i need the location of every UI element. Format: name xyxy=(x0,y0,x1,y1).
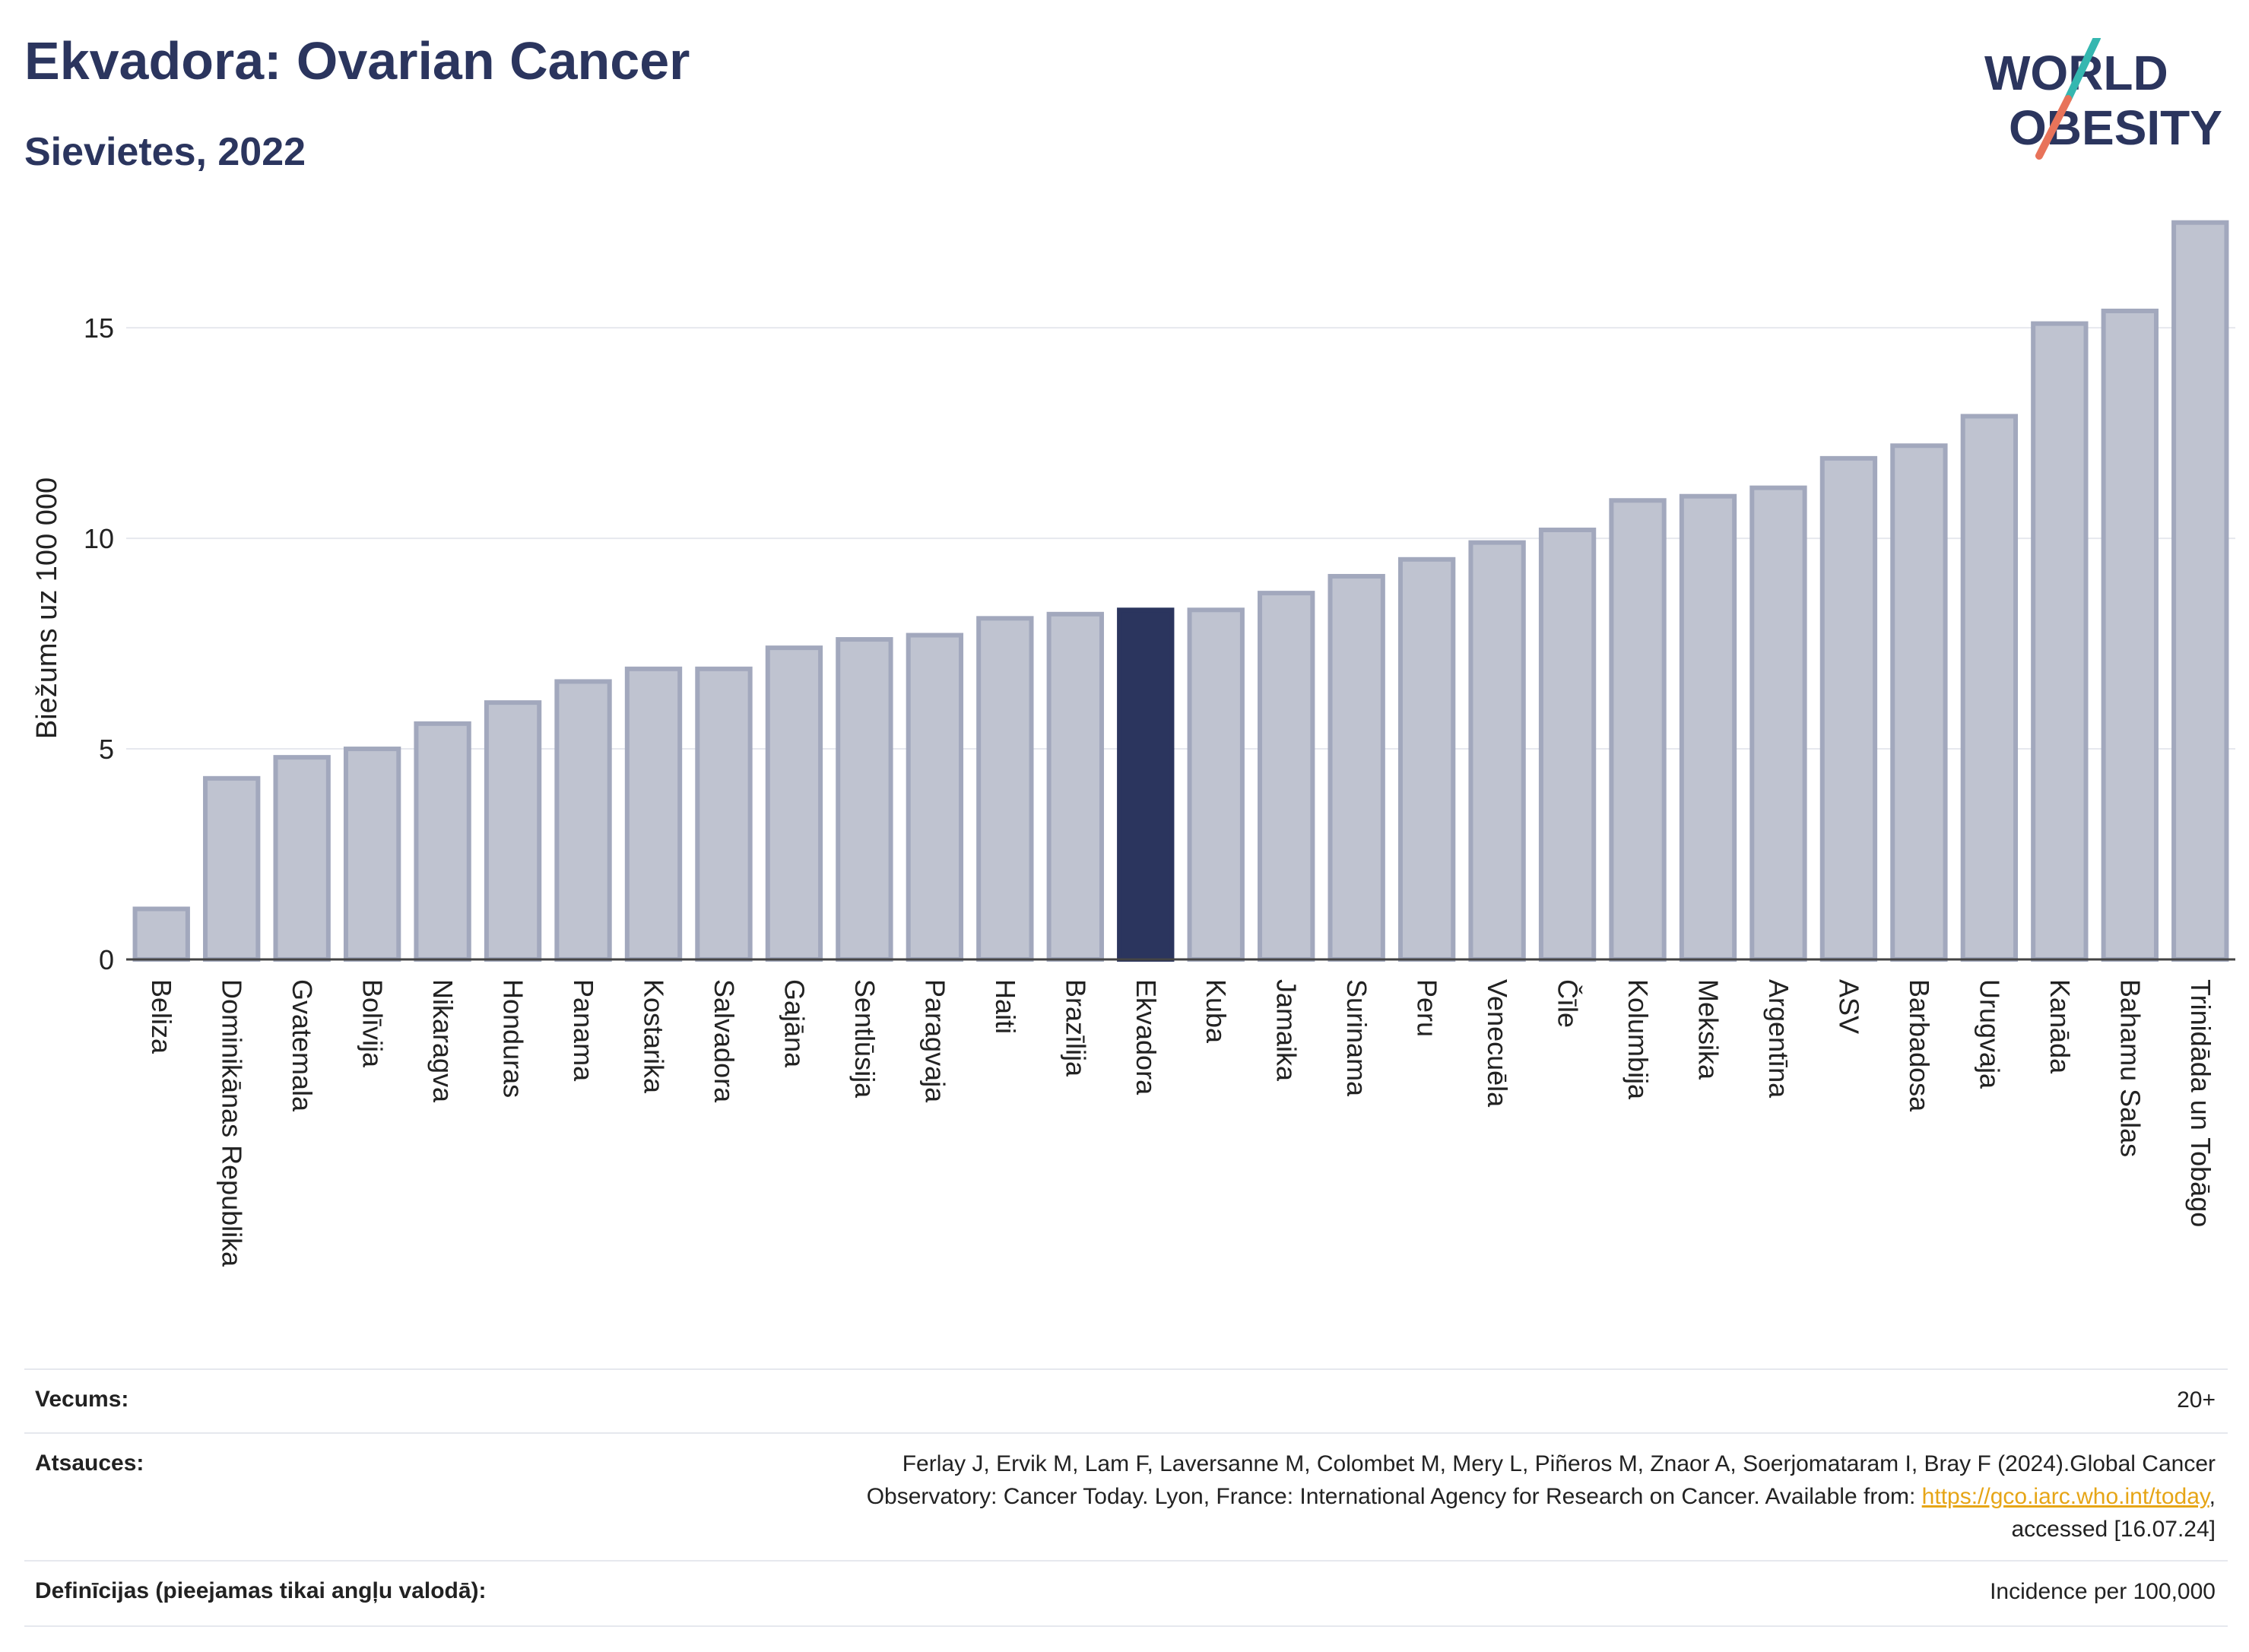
x-tick-label: Argentīna xyxy=(1763,979,1794,1099)
logo-slash-bottom xyxy=(2035,95,2072,160)
bar xyxy=(765,645,823,962)
bar xyxy=(343,747,401,962)
x-tick-label: Jamaika xyxy=(1271,979,1302,1082)
y-tick-label: 15 xyxy=(84,312,114,344)
bar xyxy=(1328,573,1385,962)
bar xyxy=(1819,455,1878,962)
bar xyxy=(1117,607,1175,962)
world-obesity-logo: WORLD OBESITY xyxy=(1984,38,2222,160)
x-tick-label: Paragvaja xyxy=(919,979,950,1103)
x-tick-label: Brazīlija xyxy=(1060,979,1091,1077)
x-tick-label: Dominikānas Republika xyxy=(217,979,248,1267)
definitions-label: Definīcijas (pieejamas tikai angļu valod… xyxy=(35,1578,487,1603)
y-tick-label: 0 xyxy=(99,944,114,975)
definitions-value: Incidence per 100,000 xyxy=(1990,1579,2216,1604)
bar xyxy=(1397,556,1456,962)
references-link[interactable]: https://gco.iarc.who.int/today xyxy=(1921,1484,2209,1509)
x-tick-label: Peru xyxy=(1412,979,1443,1037)
bar xyxy=(484,700,542,962)
x-tick-label: Kuba xyxy=(1201,979,1232,1044)
x-tick-label: Gvatemala xyxy=(287,979,318,1112)
x-tick-label: Honduras xyxy=(498,979,529,1098)
bar xyxy=(1538,528,1597,962)
bar xyxy=(414,721,471,962)
bar xyxy=(132,906,190,962)
references-line-2-suffix: , xyxy=(2209,1484,2216,1509)
bar xyxy=(2031,321,2089,962)
bar xyxy=(203,775,261,962)
bar xyxy=(2101,309,2159,962)
info-row-references: Atsauces: Ferlay J, Ervik M, Lam F, Lave… xyxy=(24,1432,2228,1562)
references-line-2: Observatory: Cancer Today. Lyon, France:… xyxy=(867,1480,2216,1513)
x-tick-label: Urugvaja xyxy=(1974,979,2005,1089)
bar xyxy=(2171,220,2229,962)
bar xyxy=(1468,540,1526,962)
x-tick-label: Venecuēla xyxy=(1482,979,1513,1108)
bar xyxy=(976,616,1034,962)
x-tick-label: Salvadora xyxy=(709,979,740,1103)
y-tick-label: 5 xyxy=(99,734,114,765)
x-tick-label: Surinama xyxy=(1341,979,1372,1097)
bar xyxy=(695,666,753,962)
x-tick-label: Beliza xyxy=(146,979,177,1054)
references-label: Atsauces: xyxy=(35,1451,144,1476)
bar xyxy=(1960,414,2019,962)
age-value: 20+ xyxy=(2177,1387,2216,1413)
x-tick-label: Meksika xyxy=(1693,979,1724,1080)
bar xyxy=(554,679,612,962)
references-value: Ferlay J, Ervik M, Lam F, Laversanne M, … xyxy=(867,1447,2216,1546)
logo-slash-top xyxy=(2064,38,2101,103)
bar xyxy=(1890,443,1948,962)
axes: 0 5 10 15 Beliza Dominikānas Republika Gvatema… xyxy=(84,312,2235,1267)
x-tick-label: Nikaragva xyxy=(427,979,458,1103)
age-label: Vecums: xyxy=(35,1387,129,1412)
y-tick-label: 10 xyxy=(84,523,114,554)
x-tick-label: Sentlūsija xyxy=(849,979,880,1099)
x-tick-label: Panama xyxy=(568,979,599,1082)
bar xyxy=(906,633,964,962)
bar xyxy=(1046,611,1104,962)
x-tick-label: Trinidāda un Tobāgo xyxy=(2185,979,2216,1227)
x-tick-label: Bahamu Salas xyxy=(2114,979,2146,1157)
x-tick-label: Kolumbija xyxy=(1623,979,1654,1100)
y-axis-label: Biežums uz 100 000 xyxy=(31,477,63,739)
bar xyxy=(1187,607,1245,962)
x-tick-label: Barbadosa xyxy=(1904,979,1935,1112)
info-row-age: Vecums: 20+ xyxy=(24,1368,2228,1434)
x-tick-label: ASV xyxy=(1833,979,1864,1034)
x-tick-label: Kanāda xyxy=(2044,979,2076,1074)
x-tick-label: Ekvadora xyxy=(1131,979,1162,1096)
bar xyxy=(1679,493,1737,962)
bar xyxy=(1258,591,1315,962)
bar xyxy=(1609,498,1667,962)
x-tick-label: Čīle xyxy=(1553,979,1584,1028)
references-line-2-prefix: Observatory: Cancer Today. Lyon, France:… xyxy=(866,1484,1922,1509)
page-title: Ekvadora: Ovarian Cancer xyxy=(24,31,690,90)
x-tick-label: Gajāna xyxy=(779,979,810,1068)
page-subtitle: Sievietes, 2022 xyxy=(24,130,306,174)
bar-chart: 0 5 10 15 Beliza Dominikānas Republika Gvatema… xyxy=(31,220,2235,1267)
bar xyxy=(624,666,683,962)
x-tick-label: Haiti xyxy=(990,979,1021,1034)
bars xyxy=(132,220,2229,962)
bar xyxy=(836,637,893,962)
x-tick-label: Kostarika xyxy=(639,979,670,1094)
references-line-1: Ferlay J, Ervik M, Lam F, Laversanne M, … xyxy=(902,1451,2216,1476)
info-row-definitions: Definīcijas (pieejamas tikai angļu valod… xyxy=(24,1560,2228,1627)
grid-lines xyxy=(126,327,2235,750)
x-tick-label: Bolīvija xyxy=(357,979,389,1068)
references-line-3: accessed [16.07.24] xyxy=(2011,1517,2216,1542)
bar xyxy=(273,755,331,962)
bar xyxy=(1749,485,1807,962)
